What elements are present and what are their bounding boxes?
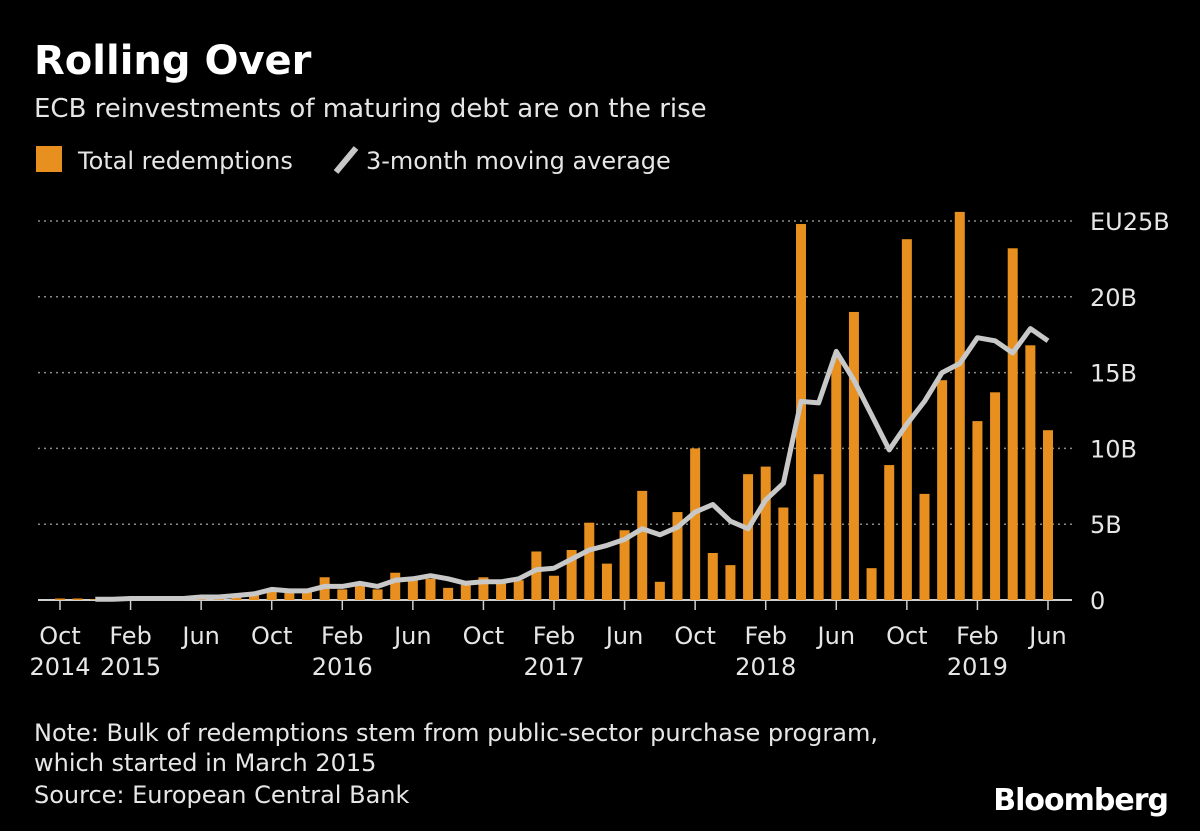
y-tick-label: 0 xyxy=(1090,587,1105,615)
bar xyxy=(619,530,630,600)
bar xyxy=(919,493,930,600)
bar xyxy=(513,580,524,600)
bar xyxy=(901,239,912,600)
bar xyxy=(549,575,559,600)
legend-swatch xyxy=(333,146,359,174)
y-tick-label: 20B xyxy=(1090,284,1137,312)
x-tick-label: Oct xyxy=(674,622,716,650)
bar xyxy=(390,572,401,600)
x-tick-label: Feb 2017 xyxy=(523,622,584,681)
bar xyxy=(848,311,859,600)
bar xyxy=(425,578,436,600)
bar xyxy=(478,577,489,600)
x-tick-label: Jun xyxy=(392,622,432,650)
legend-swatch xyxy=(36,146,62,172)
bar xyxy=(90,599,101,600)
x-tick-label: Jun xyxy=(180,622,220,650)
bar xyxy=(266,590,277,600)
bar xyxy=(743,474,754,600)
bar xyxy=(866,568,877,600)
bar xyxy=(725,565,736,600)
x-tick-label: Feb 2019 xyxy=(947,622,1008,681)
bar xyxy=(1007,248,1018,600)
x-tick-label: Oct xyxy=(886,622,928,650)
bar xyxy=(372,589,383,600)
bar xyxy=(249,593,260,600)
x-tick-label: Jun xyxy=(604,622,644,650)
bar xyxy=(443,587,454,600)
x-tick-label: Oct xyxy=(251,622,293,650)
x-tick-label: Oct 2014 xyxy=(29,622,90,681)
bar xyxy=(1025,345,1036,600)
chart-subtitle: ECB reinvestments of maturing debt are o… xyxy=(34,94,707,124)
bar xyxy=(1043,430,1053,600)
x-tick-label: Feb 2015 xyxy=(100,622,161,681)
x-tick-label: Jun xyxy=(816,622,856,650)
bar xyxy=(496,580,507,600)
y-tick-label: 10B xyxy=(1090,435,1137,463)
bar xyxy=(990,392,1001,600)
brand-logo: Bloomberg xyxy=(993,783,1168,818)
legend-label: 3-month moving average xyxy=(366,147,671,175)
bar xyxy=(531,551,542,600)
bar xyxy=(937,380,948,600)
bar xyxy=(584,522,595,600)
bar xyxy=(690,448,701,600)
bar xyxy=(954,211,965,601)
bar xyxy=(813,474,824,600)
bar xyxy=(337,589,348,600)
bar xyxy=(637,490,648,600)
x-tick-label: Feb 2018 xyxy=(735,622,796,681)
bar xyxy=(407,578,418,600)
bar xyxy=(778,507,789,600)
bar xyxy=(354,583,365,600)
bar xyxy=(707,553,718,600)
bar xyxy=(72,598,83,600)
bar xyxy=(654,581,665,600)
legend-label: Total redemptions xyxy=(77,147,293,175)
bar xyxy=(972,421,983,600)
line xyxy=(95,326,1050,602)
bar xyxy=(302,590,312,600)
bar xyxy=(566,549,577,600)
y-tick-label: EU25B xyxy=(1090,208,1170,236)
y-tick-label: 5B xyxy=(1090,511,1122,539)
note: which started in March 2015 xyxy=(34,749,376,777)
bar xyxy=(672,512,683,600)
x-tick-label: Oct xyxy=(463,622,505,650)
note: Note: Bulk of redemptions stem from publ… xyxy=(34,719,878,747)
bar xyxy=(601,563,612,600)
x-tick-label: Jun xyxy=(1027,622,1067,650)
bar xyxy=(884,465,895,600)
source: Source: European Central Bank xyxy=(34,781,409,809)
bar xyxy=(55,598,65,600)
bar xyxy=(831,357,842,600)
chart-title: Rolling Over xyxy=(34,38,312,84)
bar xyxy=(284,589,295,600)
y-tick-label: 15B xyxy=(1090,360,1137,388)
x-tick-label: Feb 2016 xyxy=(312,622,373,681)
bar xyxy=(760,466,771,600)
bar xyxy=(460,584,471,600)
